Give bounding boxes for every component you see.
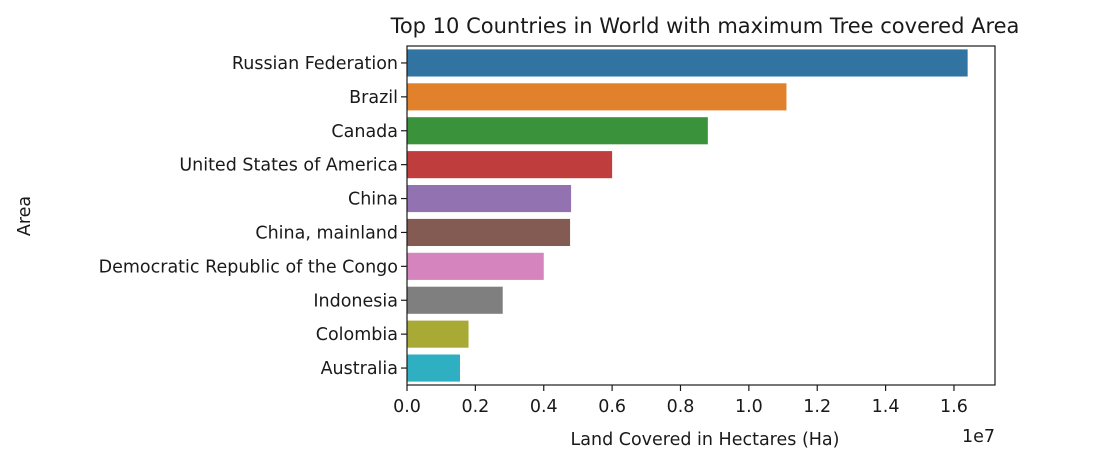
- bars-group: [407, 49, 968, 382]
- x-axis-offset-label: 1e7: [962, 427, 995, 447]
- x-tick-label: 1.4: [872, 397, 900, 417]
- x-tick-label: 0.4: [530, 397, 558, 417]
- category-labels: Russian Federation Brazil Canada United Sta…: [99, 54, 407, 379]
- bar: [407, 286, 503, 314]
- bar: [407, 354, 460, 382]
- x-tick-label: 1.2: [803, 397, 831, 417]
- category-label: Democratic Republic of the Congo: [99, 257, 398, 277]
- category-label: Brazil: [349, 88, 398, 108]
- x-tick-label: 0.2: [461, 397, 489, 417]
- bar: [407, 218, 571, 247]
- category-label: Russian Federation: [232, 54, 398, 74]
- x-axis-ticks: 0.0 0.2 0.4 0.6 0.8 1.0 1.2 1.4 1.6: [393, 385, 968, 417]
- bar: [407, 117, 708, 145]
- category-label: Canada: [331, 122, 398, 142]
- bar: [407, 151, 613, 179]
- bar: [407, 320, 469, 348]
- x-axis-label: Land Covered in Hectares (Ha): [571, 430, 840, 450]
- x-tick-label: 0.0: [393, 397, 421, 417]
- chart-title: Top 10 Countries in World with maximum T…: [390, 14, 1020, 38]
- category-label: United States of America: [179, 156, 398, 176]
- bar: [407, 184, 572, 213]
- category-label: Indonesia: [313, 291, 398, 311]
- category-label: China: [348, 190, 398, 210]
- y-axis-label: Area: [15, 196, 35, 236]
- x-tick-label: 1.6: [940, 397, 968, 417]
- x-tick-label: 0.8: [667, 397, 695, 417]
- plot-frame: [406, 45, 996, 386]
- x-tick-label: 1.0: [735, 397, 763, 417]
- x-tick-label: 0.6: [598, 397, 626, 417]
- category-label: Australia: [321, 359, 398, 379]
- bar: [407, 252, 544, 280]
- bar: [407, 49, 968, 77]
- bar: [407, 83, 787, 111]
- category-label: China, mainland: [255, 223, 398, 243]
- category-label: Colombia: [316, 325, 398, 345]
